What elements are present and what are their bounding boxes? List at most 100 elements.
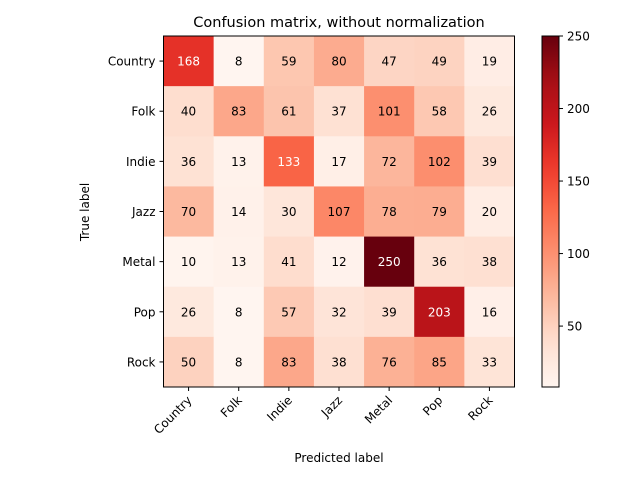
matrix-cell xyxy=(163,136,215,187)
matrix-cell xyxy=(313,286,365,338)
matrix-cell xyxy=(364,336,415,388)
matrix-cell xyxy=(163,286,215,338)
cell-value-label: 83 xyxy=(281,355,296,369)
matrix-cell xyxy=(263,286,315,338)
matrix-cell xyxy=(213,236,265,288)
matrix-cell xyxy=(163,336,215,388)
cell-value-label: 19 xyxy=(482,55,497,69)
cell-value-label: 26 xyxy=(482,105,497,119)
cell-value-label: 39 xyxy=(382,305,397,319)
matrix-cell xyxy=(263,136,315,187)
colorbar-tick-label: 150 xyxy=(567,175,590,189)
colorbar-ticks: 50 100 150 200 250 xyxy=(559,30,590,334)
matrix-cell xyxy=(464,86,515,137)
matrix-cell xyxy=(464,336,515,388)
x-tick-label: Indie xyxy=(264,393,295,424)
cell-value-label: 203 xyxy=(428,305,451,319)
cell-value-label: 85 xyxy=(432,355,447,369)
matrix-cell xyxy=(213,286,265,338)
chart-title: Confusion matrix, without normalization xyxy=(193,15,484,31)
y-tick-label: Rock xyxy=(127,355,156,369)
cell-value-label: 61 xyxy=(281,105,296,119)
cell-value-label: 76 xyxy=(382,355,397,369)
y-tick-label: Jazz xyxy=(131,205,156,219)
cell-value-label: 20 xyxy=(482,205,497,219)
cell-value-label: 250 xyxy=(378,255,401,269)
matrix-cell xyxy=(313,236,365,288)
x-tick-label: Jazz xyxy=(318,393,345,420)
cell-value-label: 10 xyxy=(181,255,196,269)
matrix-cell xyxy=(313,36,365,87)
colorbar-tick-label: 200 xyxy=(567,102,590,116)
matrix-cell xyxy=(414,186,465,237)
y-tick-label: Pop xyxy=(134,305,156,319)
cell-value-label: 57 xyxy=(281,305,296,319)
matrix-cell xyxy=(213,186,265,237)
cell-value-label: 33 xyxy=(482,355,497,369)
cell-value-label: 26 xyxy=(181,305,196,319)
matrix-cell xyxy=(263,236,315,288)
cell-value-label: 12 xyxy=(331,255,346,269)
cell-value-label: 47 xyxy=(382,55,397,69)
y-axis-ticks: Country Folk Indie Jazz Metal Pop Rock xyxy=(108,55,164,369)
cell-value-label: 50 xyxy=(181,355,196,369)
cell-value-label: 59 xyxy=(281,55,296,69)
cell-value-label: 36 xyxy=(181,155,196,169)
cell-value-label: 83 xyxy=(231,105,246,119)
matrix-cell xyxy=(464,186,515,237)
cell-value-label: 38 xyxy=(482,255,497,269)
x-tick-label: Rock xyxy=(465,393,495,423)
cell-value-label: 37 xyxy=(331,105,346,119)
x-tick-label: Country xyxy=(151,393,195,437)
x-axis-ticks: Country Folk Indie Jazz Metal Pop Rock xyxy=(151,387,496,437)
matrix-cell xyxy=(364,86,415,137)
matrix-cell xyxy=(364,286,415,338)
cell-value-label: 107 xyxy=(328,205,351,219)
y-tick-label: Country xyxy=(108,55,156,69)
cell-value-label: 14 xyxy=(231,205,246,219)
cell-value-label: 49 xyxy=(432,55,447,69)
cell-value-label: 78 xyxy=(382,205,397,219)
x-tick-label: Metal xyxy=(362,393,395,426)
cell-value-label: 17 xyxy=(331,155,346,169)
matrix-cell xyxy=(313,336,365,388)
cell-value-label: 16 xyxy=(482,305,497,319)
cell-value-label: 79 xyxy=(432,205,447,219)
matrix-cell xyxy=(414,286,465,338)
matrix-cell xyxy=(414,136,465,187)
cell-value-label: 8 xyxy=(235,55,243,69)
matrix-cell xyxy=(364,236,415,288)
matrix-cell xyxy=(414,86,465,137)
cell-value-label: 39 xyxy=(482,155,497,169)
cell-value-label: 70 xyxy=(181,205,196,219)
x-tick-label: Pop xyxy=(420,393,445,418)
cell-value-label: 13 xyxy=(231,255,246,269)
cell-value-label: 133 xyxy=(277,155,300,169)
matrix-cell xyxy=(414,236,465,288)
colorbar-tick-label: 250 xyxy=(567,30,590,44)
matrix-cell xyxy=(364,186,415,237)
cell-value-label: 41 xyxy=(281,255,296,269)
matrix-cell xyxy=(313,186,365,237)
matrix-cell xyxy=(163,186,215,237)
matrix-cell xyxy=(263,186,315,237)
matrix-cell xyxy=(464,236,515,288)
cell-value-label: 40 xyxy=(181,105,196,119)
matrix-cell xyxy=(364,136,415,187)
cell-value-label: 8 xyxy=(235,305,243,319)
matrix-cell xyxy=(213,36,265,87)
matrix-cell xyxy=(263,336,315,388)
matrix-cell xyxy=(464,136,515,187)
y-tick-label: Indie xyxy=(126,155,155,169)
matrix-cell xyxy=(313,86,365,137)
cell-value-label: 30 xyxy=(281,205,296,219)
cell-value-label: 101 xyxy=(378,105,401,119)
cell-value-label: 32 xyxy=(331,305,346,319)
matrix-cell xyxy=(163,236,215,288)
cell-value-label: 36 xyxy=(432,255,447,269)
cell-value-label: 80 xyxy=(331,55,346,69)
matrix-cell xyxy=(163,86,215,137)
cell-value-label: 8 xyxy=(235,355,243,369)
matrix-cells xyxy=(163,36,515,388)
